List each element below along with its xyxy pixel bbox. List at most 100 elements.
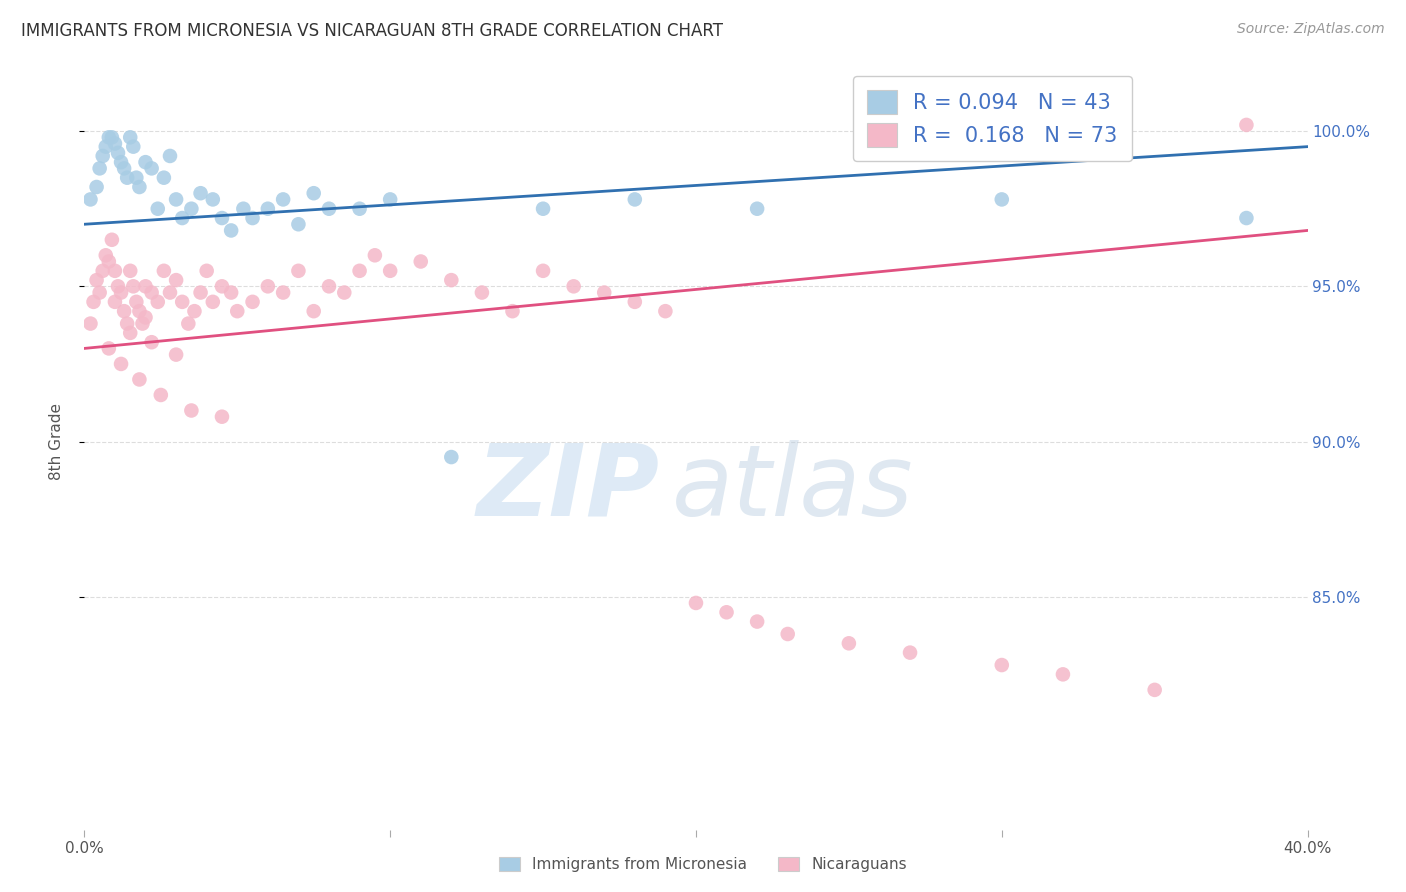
Text: ZIP: ZIP [477,440,659,537]
Point [654,304,676,318]
Point [177,317,200,331]
Point [302,304,325,318]
Point [107,145,129,160]
Point [219,223,242,237]
Point [110,357,132,371]
Point [94,139,117,153]
Point [91,149,114,163]
Point [159,285,181,300]
Point [91,264,114,278]
Point [110,155,132,169]
Y-axis label: 8th Grade: 8th Grade [49,403,63,480]
Point [195,264,218,278]
Text: IMMIGRANTS FROM MICRONESIA VS NICARAGUAN 8TH GRADE CORRELATION CHART: IMMIGRANTS FROM MICRONESIA VS NICARAGUAN… [21,22,723,40]
Point [104,264,127,278]
Point [112,304,135,318]
Point [180,403,202,417]
Point [97,254,120,268]
Point [333,285,356,300]
Point [122,279,145,293]
Point [271,285,294,300]
Point [531,264,554,278]
Point [115,317,138,331]
Point [79,317,101,331]
Point [624,193,647,207]
Point [257,202,280,216]
Point [104,136,127,151]
Legend: R = 0.094   N = 43, R =  0.168   N = 73: R = 0.094 N = 43, R = 0.168 N = 73 [853,76,1132,161]
Point [172,294,194,309]
Point [349,202,371,216]
Point [104,294,127,309]
Point [89,285,111,300]
Point [190,285,212,300]
Point [409,254,432,268]
Point [211,409,233,424]
Point [125,294,148,309]
Point [201,294,224,309]
Point [716,605,738,619]
Point [83,294,105,309]
Point [135,279,157,293]
Point [232,202,254,216]
Point [101,233,124,247]
Point [165,348,187,362]
Point [120,326,142,340]
Point [471,285,494,300]
Point [146,202,169,216]
Point [120,264,142,278]
Point [302,186,325,201]
Point [131,317,153,331]
Point [242,294,264,309]
Point [128,304,150,318]
Point [271,193,294,207]
Point [531,202,554,216]
Point [165,273,187,287]
Point [190,186,212,201]
Point [440,273,463,287]
Point [380,264,402,278]
Point [135,310,157,325]
Point [211,279,233,293]
Point [89,161,111,176]
Point [120,130,142,145]
Point [211,211,233,225]
Point [747,202,769,216]
Point [149,388,172,402]
Point [838,636,860,650]
Point [364,248,387,262]
Point [201,193,224,207]
Point [183,304,205,318]
Text: Source: ZipAtlas.com: Source: ZipAtlas.com [1237,22,1385,37]
Point [107,279,129,293]
Point [94,248,117,262]
Point [97,130,120,145]
Point [219,285,242,300]
Point [562,279,585,293]
Point [153,170,176,185]
Point [502,304,524,318]
Point [86,273,108,287]
Point [991,193,1014,207]
Point [1236,211,1258,225]
Point [125,170,148,185]
Point [318,202,340,216]
Point [898,646,921,660]
Point [242,211,264,225]
Point [79,193,101,207]
Point [1143,682,1166,697]
Point [624,294,647,309]
Point [122,139,145,153]
Point [257,279,280,293]
Legend: Immigrants from Micronesia, Nicaraguans: Immigrants from Micronesia, Nicaraguans [491,849,915,880]
Point [128,180,150,194]
Point [110,285,132,300]
Point [153,264,176,278]
Point [128,372,150,386]
Point [440,450,463,464]
Point [685,596,707,610]
Point [1236,118,1258,132]
Point [86,180,108,194]
Point [135,155,157,169]
Point [318,279,340,293]
